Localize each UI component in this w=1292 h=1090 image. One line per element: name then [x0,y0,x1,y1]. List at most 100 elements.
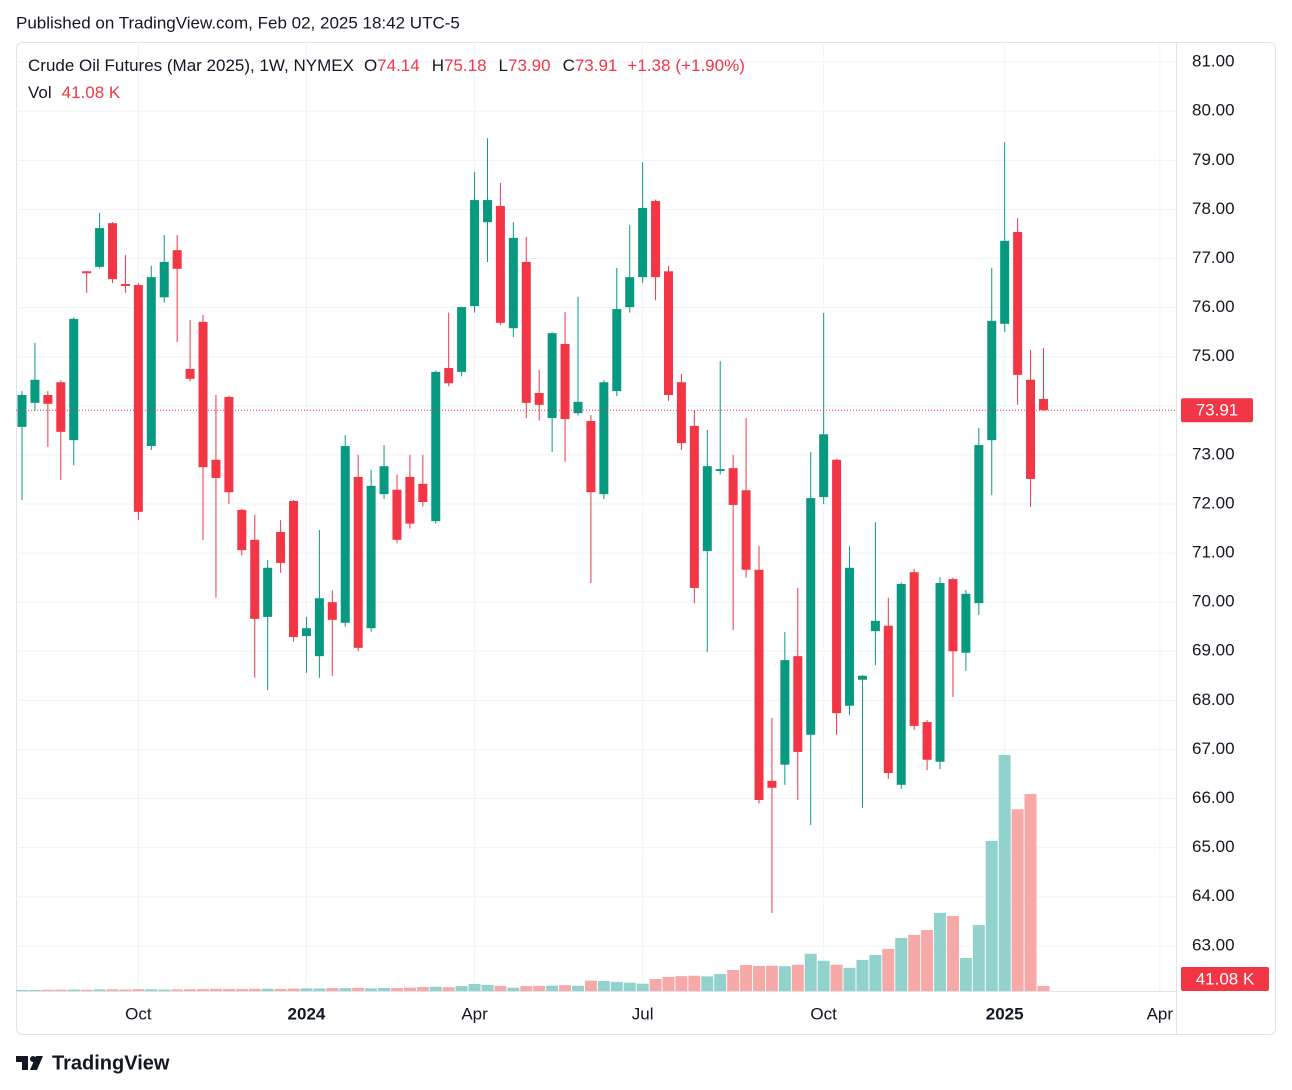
volume-bar [778,966,791,991]
source: Published on TradingView.com, Feb 02, 20… [16,13,460,32]
candle-body [314,598,324,657]
candle-body [30,379,40,403]
candle-body [444,367,454,384]
candle-body [276,531,286,563]
candle-body [974,445,984,604]
volume-bar [843,967,856,991]
candle-body [482,200,492,223]
candle-body [418,483,428,503]
y-tick-label: 69.00 [1192,641,1235,660]
candle-body [301,628,311,637]
volume-value: 41.08 K [62,83,121,102]
last-price-box [1181,398,1253,423]
volume-bar [921,930,934,991]
volume-name: Vol [28,83,52,102]
candle-body [560,343,570,420]
candle-body [82,271,92,274]
candle-body [767,780,777,788]
volume-bar [171,989,184,991]
volume-bar [533,985,546,991]
volume-bar [520,986,533,991]
volume-bar [675,976,688,991]
candle-body [987,320,997,441]
candle-body [289,501,299,638]
legend-value: 73.90 [508,56,551,75]
volume-bar [1024,793,1037,991]
candle-body [741,490,751,570]
candle-body [185,368,195,379]
volume-legend: Vol 41.08 K [28,83,121,102]
volume-bar [740,965,753,991]
volume-bar [28,990,41,992]
volume-bar [235,989,248,991]
legend-key: C [563,56,575,75]
candle-body [612,309,622,392]
candle-body [172,250,182,269]
volume-bar [67,989,80,991]
candle-body [715,469,725,472]
legend-key: L [499,56,508,75]
candle-body [340,446,350,623]
volume-bar [184,989,197,991]
logo-mark [16,1056,43,1070]
candle-body [43,394,53,404]
legend: Crude Oil Futures (Mar 2025), 1W, NYMEX O… [28,56,745,75]
volume-bar [998,754,1011,991]
volume-bar [481,984,494,991]
volume-bar [856,959,869,991]
volume-bar [93,989,106,991]
legend-key: O [364,56,377,75]
y-tick-label: 72.00 [1192,493,1235,512]
legend-value: 74.14 [377,56,420,75]
y-tick-label: 75.00 [1192,346,1235,365]
volume-bar [494,985,507,991]
volume-bar [610,981,623,991]
candle-body [521,261,531,403]
volume-bar [972,925,985,991]
logo: TradingView [16,1052,170,1074]
candle-body [702,466,712,552]
candle-body [664,271,673,395]
candle-body [353,476,363,648]
volume-bar [765,965,778,991]
volume-bar [662,976,675,991]
volume-bar [197,989,210,991]
candle-body [883,625,893,774]
candle-body [379,466,389,495]
y-tick-label: 71.00 [1192,543,1235,562]
candle-body [457,307,467,372]
candle-body [948,579,958,652]
volume-bar [597,980,610,991]
volume-bar [895,937,908,991]
brand: TradingView [52,1052,170,1074]
volume-bar [1037,985,1050,991]
volume-bar [429,986,442,991]
legend-key: H [432,56,444,75]
candle-body [728,468,738,505]
volume-bar [261,988,274,991]
candle-body [120,284,130,287]
y-tick-label: 76.00 [1192,297,1235,316]
volume-bar [248,988,261,991]
volume-bar [727,970,740,991]
volume-bar [222,988,235,991]
candle-body [638,207,648,278]
volume-bar [753,965,766,991]
x-tick-label: 2024 [288,1004,326,1023]
volume-bar [352,987,365,991]
legend-change-pct: (+1.90%) [675,56,744,75]
candle-body [470,200,480,307]
candle-body [327,602,337,620]
candle-body [857,675,867,680]
candle-body [780,660,790,765]
volume-bar [804,953,817,991]
y-tick-label: 80.00 [1192,101,1235,120]
volume-bar [132,989,145,991]
logo-dot [30,1056,36,1062]
volume-bar [584,980,597,991]
volume-bar [546,985,559,991]
candle-body [133,285,143,512]
candle-body [211,459,221,478]
candle-body [1026,379,1036,479]
volume-bar [688,975,701,991]
